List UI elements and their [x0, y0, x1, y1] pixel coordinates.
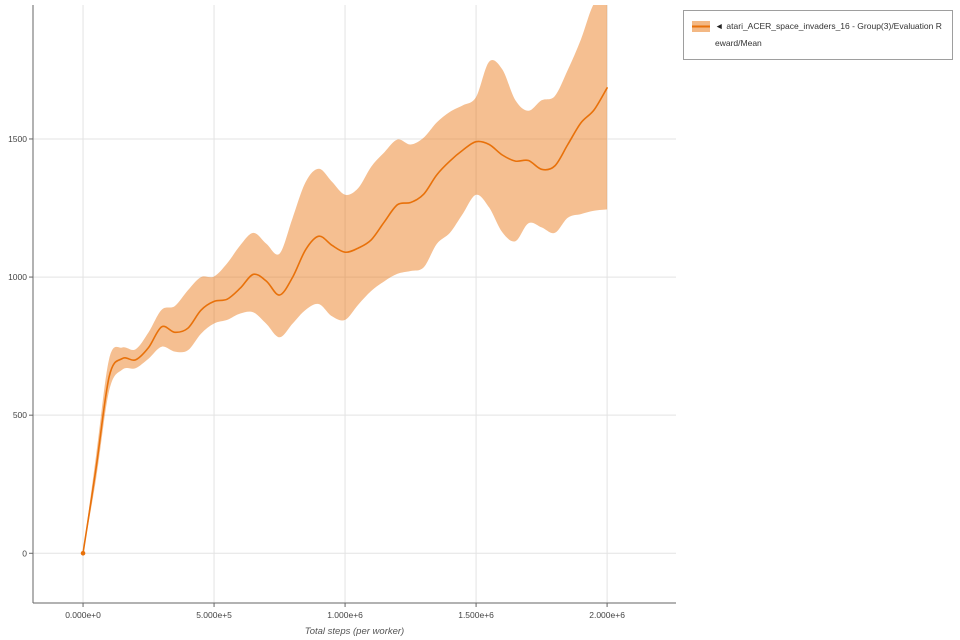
legend-box[interactable]: ◄ atari_ACER_space_invaders_16 - Group(3)…	[683, 10, 953, 60]
y-tick-label: 1500	[8, 134, 27, 144]
x-tick-label: 1.000e+6	[327, 610, 363, 620]
x-tick-label: 0.000e+0	[65, 610, 101, 620]
y-tick-label: 0	[22, 548, 27, 558]
x-tick-label: 1.500e+6	[458, 610, 494, 620]
mean-reward-line[interactable]	[82, 87, 608, 555]
y-tick-label: 500	[13, 410, 27, 420]
legend-collapse-icon[interactable]: ◄	[715, 21, 724, 31]
legend-series-swatch	[692, 21, 710, 32]
x-tick-label: 2.000e+6	[589, 610, 625, 620]
y-tick-label: 1000	[8, 272, 27, 282]
series-start-marker	[80, 550, 86, 556]
legend-series-label: atari_ACER_space_invaders_16 - Group(3)/…	[715, 21, 942, 48]
legend-entry[interactable]: ◄ atari_ACER_space_invaders_16 - Group(3)…	[715, 18, 944, 52]
x-axis-title: Total steps (per worker)	[305, 626, 404, 637]
x-tick-label: 5.000e+5	[196, 610, 232, 620]
